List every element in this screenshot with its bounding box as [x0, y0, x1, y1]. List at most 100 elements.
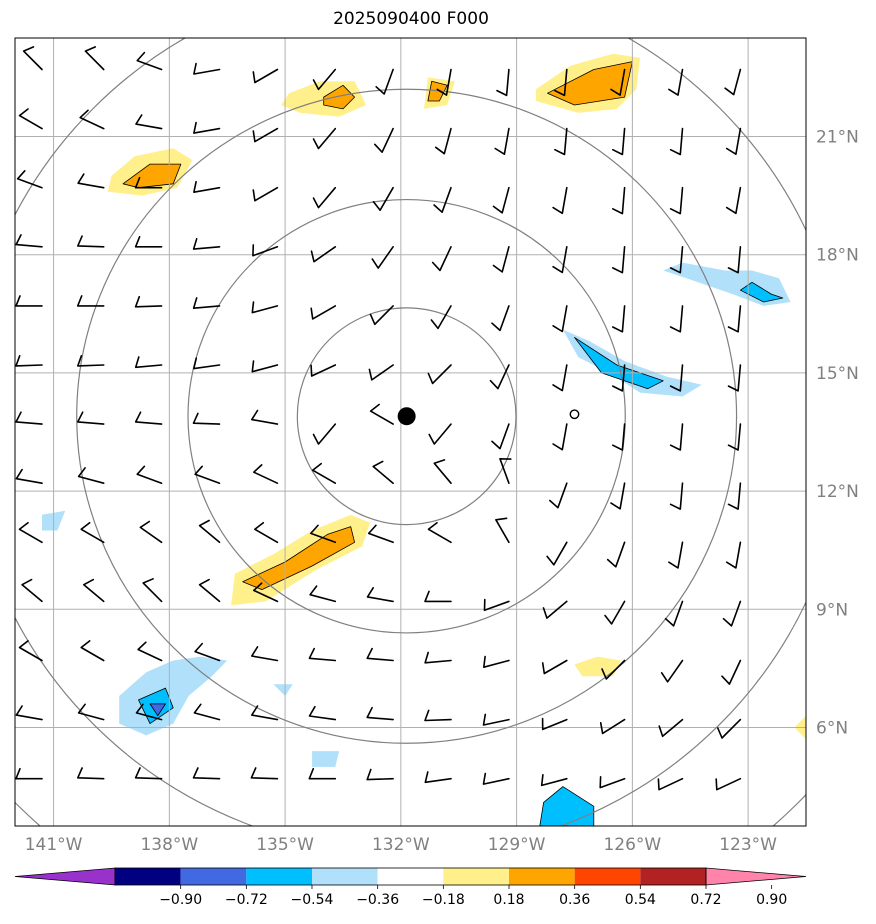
range-ring — [187, 198, 626, 634]
wind-barb — [612, 186, 626, 215]
wind-barb — [15, 705, 43, 721]
wind-barb — [253, 582, 279, 603]
wind-barb — [424, 590, 452, 603]
wind-barb — [436, 68, 452, 96]
wind-barb — [84, 46, 105, 71]
wind-barb — [492, 246, 510, 273]
wind-barb — [15, 468, 43, 484]
lon-tick-label: 129°W — [488, 835, 546, 855]
wind-barb — [483, 598, 510, 612]
colorbar-segment — [574, 868, 641, 885]
wind-barb — [372, 460, 394, 484]
wind-barb — [79, 109, 105, 130]
colorbar-segment — [443, 868, 509, 885]
wind-barb — [308, 767, 337, 780]
wind-barb — [142, 578, 163, 603]
wind-barb — [669, 127, 684, 156]
wind-barb — [15, 355, 43, 367]
wind-barb — [193, 180, 221, 193]
wind-barb — [482, 772, 510, 785]
wind-barb — [253, 464, 279, 484]
wind-barb — [491, 423, 510, 450]
wind-barb — [192, 412, 221, 425]
wind-barb — [492, 186, 510, 214]
wind-barb — [668, 68, 684, 96]
map-frame — [14, 37, 807, 827]
colorbar-extend-low — [14, 867, 116, 886]
colorbar-segment — [246, 868, 312, 885]
wind-barb — [309, 585, 337, 603]
wind-barb — [491, 305, 510, 332]
wind-barb — [669, 305, 684, 333]
wind-barb — [18, 640, 43, 662]
lon-tick-label: 126°W — [603, 835, 661, 855]
wind-barb — [482, 713, 510, 726]
shaded-region-pos2 — [323, 84, 356, 110]
wind-barb — [727, 423, 742, 451]
colorbar-tick-label: −0.36 — [356, 892, 399, 908]
wind-barb — [599, 776, 626, 789]
wind-barb — [83, 578, 105, 603]
wind-barb — [715, 777, 742, 791]
wind-barb — [251, 409, 279, 425]
wind-barb — [427, 364, 452, 385]
wind-barb — [668, 541, 684, 569]
wind-barb — [194, 465, 221, 484]
wind-barb — [251, 360, 279, 373]
colorbar-segment — [312, 868, 378, 885]
wind-barb — [540, 774, 568, 787]
wind-barb — [310, 246, 337, 263]
wind-barb — [610, 482, 626, 510]
wind-barb — [375, 68, 394, 95]
wind-barb — [80, 521, 105, 544]
wind-barb — [669, 246, 684, 274]
wind-barb — [424, 771, 452, 784]
wind-barb — [198, 578, 221, 603]
wind-barb — [371, 246, 394, 269]
lat-tick-label: 6°N — [816, 719, 848, 739]
wind-barb — [80, 640, 105, 662]
wind-barb — [16, 170, 43, 189]
wind-barb — [252, 186, 279, 202]
colorbar-segment — [640, 868, 706, 885]
wind-barb — [612, 305, 626, 333]
lat-tick-label: 9°N — [816, 600, 848, 620]
wind-barb — [430, 305, 452, 330]
map-title: 2025090400 F000 — [333, 9, 489, 29]
lon-tick-label: 132°W — [372, 835, 430, 855]
wind-barb — [134, 767, 163, 780]
wind-barb — [139, 520, 163, 544]
wind-barb — [434, 127, 452, 155]
wind-barb — [727, 305, 742, 333]
wind-barb — [77, 173, 105, 189]
colorbar-tick-label: 0.54 — [625, 892, 656, 908]
wind-barb — [725, 127, 742, 155]
wind-barb — [366, 706, 394, 721]
colorbar-frame — [114, 867, 707, 886]
wind-barb — [552, 364, 568, 392]
wind-barb — [725, 186, 742, 215]
wind-barb — [134, 236, 163, 248]
storm-center-marker — [397, 407, 416, 426]
wind-barb — [193, 121, 221, 134]
wind-barb — [77, 767, 105, 780]
wind-barb — [610, 68, 626, 96]
wind-barb — [193, 703, 221, 721]
wind-barb — [554, 68, 568, 97]
wind-barb — [725, 541, 742, 569]
wind-barb — [552, 186, 568, 215]
wind-barb — [431, 246, 452, 272]
wind-barb — [310, 305, 337, 320]
colorbar-tick-label: −0.18 — [422, 892, 465, 908]
wind-barb — [428, 423, 452, 445]
colorbar-tick-label: 0.36 — [559, 892, 590, 908]
colorbar-segment — [180, 868, 247, 885]
wind-barb — [669, 482, 684, 510]
wind-barb — [251, 301, 279, 314]
wind-barb — [252, 68, 279, 84]
wind-barb — [369, 403, 394, 425]
shaded-region-pos1 — [574, 656, 621, 677]
wind-barb — [489, 364, 510, 390]
wind-barb — [717, 718, 742, 739]
shaded-region-neg3 — [149, 703, 166, 717]
